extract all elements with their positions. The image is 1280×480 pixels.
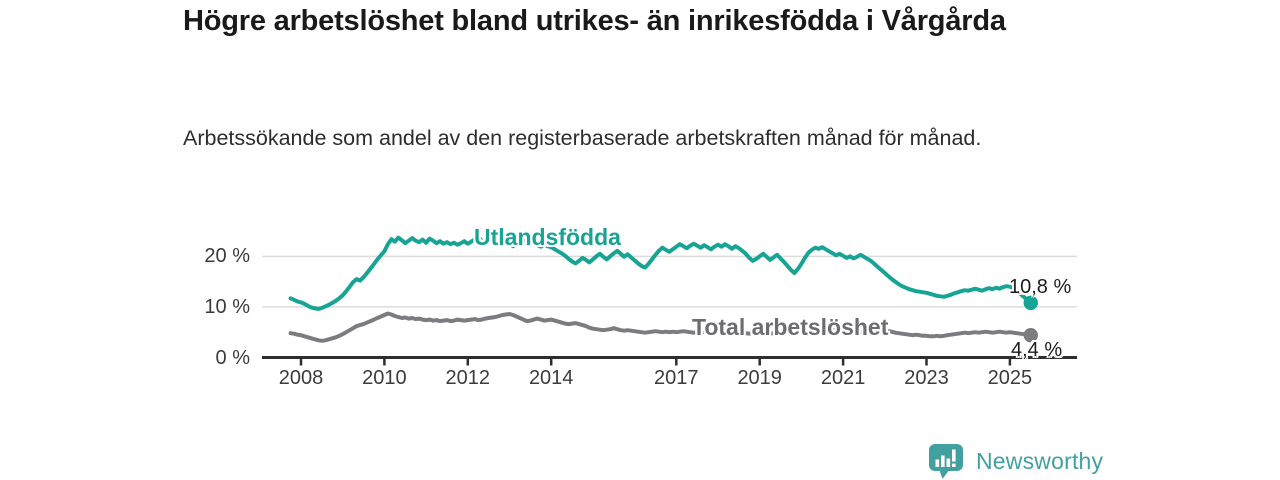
x-tick-label: 2025 [987, 367, 1033, 389]
newsworthy-logo-icon [929, 444, 963, 479]
series-label-utlandsfodda: Utlandsfödda [474, 224, 621, 250]
series-end-dot [1023, 328, 1038, 343]
series-label-total-arbetsloshet: Total arbetslöshet [692, 314, 889, 340]
x-tick-label: 2012 [445, 367, 491, 389]
y-tick-label: 20 % [204, 245, 250, 268]
x-tick-label: 2010 [362, 367, 407, 389]
x-tick-label: 2017 [654, 367, 699, 389]
brand-footer: Newsworthy [928, 443, 1103, 480]
series-end-dot [1023, 295, 1038, 311]
x-tick-label: 2021 [820, 367, 866, 389]
x-tick-label: 2019 [737, 367, 782, 389]
end-value-label-utlandsfodda: 10,8 % [1009, 276, 1072, 298]
chart-subtitle: Arbetssökande som andel av den registerb… [183, 126, 982, 150]
x-tick-label: 2023 [904, 367, 949, 389]
x-tick-label: 2014 [528, 367, 574, 389]
chart-title: Högre arbetslöshet bland utrikes- än inr… [183, 5, 1006, 37]
y-tick-label: 0 % [215, 346, 250, 369]
series-line-utlandsfödda [288, 235, 1033, 311]
y-tick-label: 10 % [204, 295, 250, 318]
brand-name: Newsworthy [976, 448, 1104, 474]
x-tick-label: 2008 [278, 367, 324, 389]
series-line-total-arbetslöshet [288, 311, 1033, 343]
end-value-label-total: 4,4 % [1011, 339, 1063, 361]
